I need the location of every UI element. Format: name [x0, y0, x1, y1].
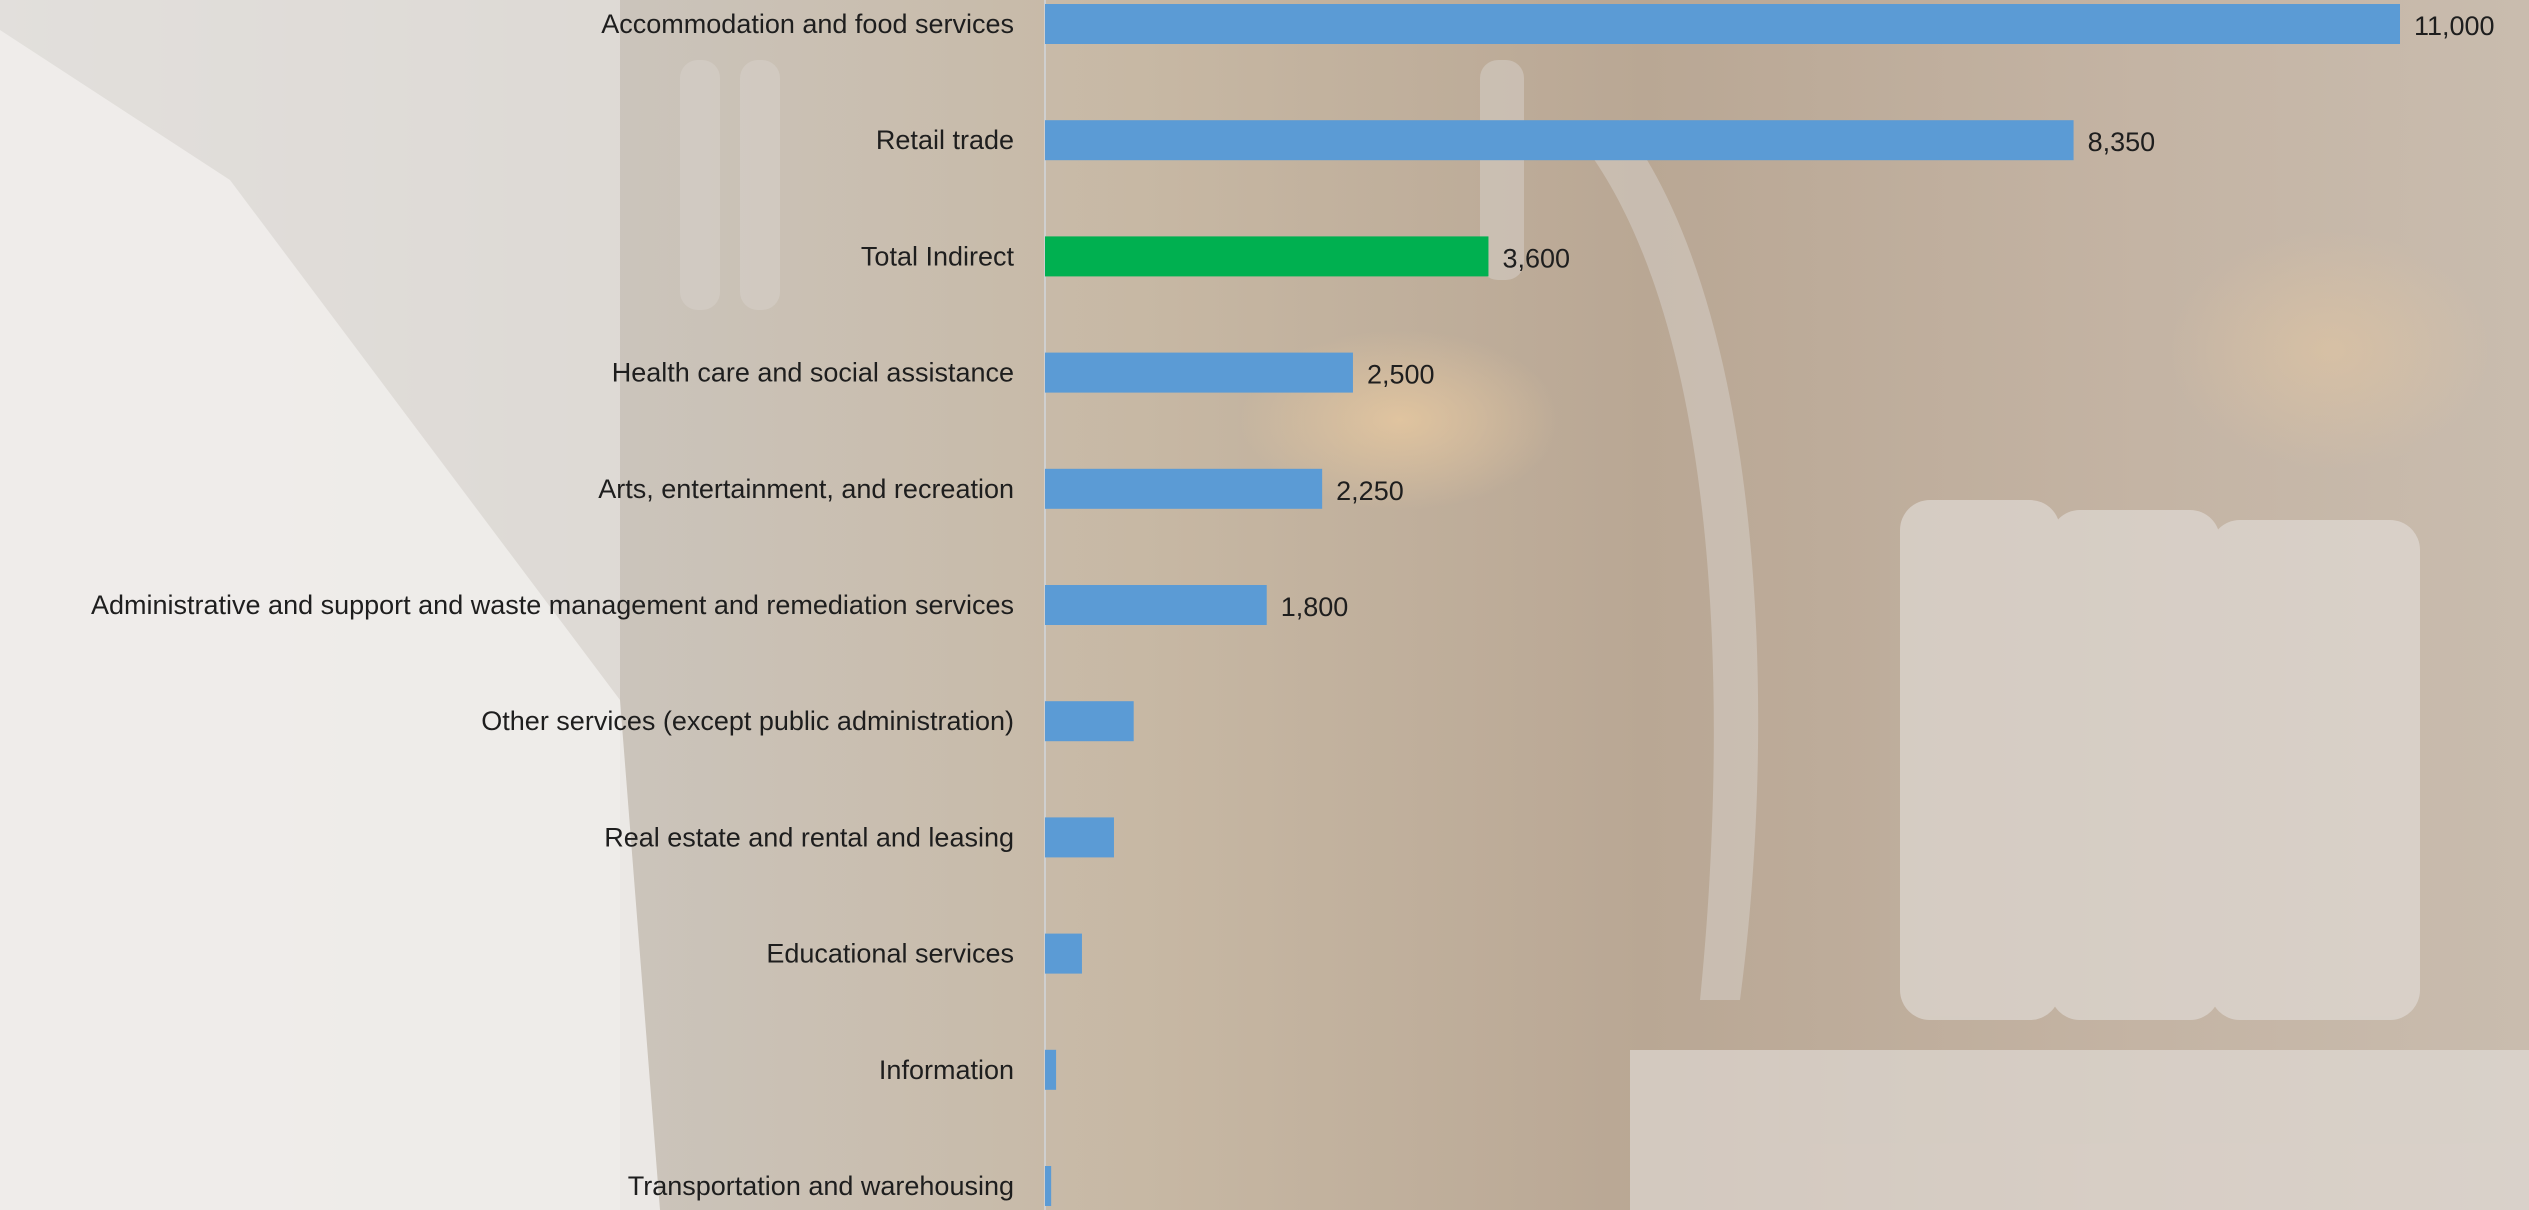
- bar: [1045, 701, 1134, 742]
- category-label: Information: [879, 1055, 1014, 1085]
- bar: [1045, 585, 1267, 625]
- category-label: Administrative and support and waste man…: [91, 590, 1014, 620]
- bar: [1045, 236, 1489, 277]
- data-label: 1,800: [1281, 592, 1349, 622]
- bar: [1045, 1049, 1057, 1090]
- bar: [1045, 933, 1082, 974]
- category-label: Health care and social assistance: [612, 358, 1014, 388]
- data-label: 2,250: [1336, 476, 1404, 506]
- category-label: Other services (except public administra…: [481, 706, 1014, 736]
- data-label: 11,000: [2414, 11, 2495, 41]
- bar: [1045, 1166, 1052, 1206]
- category-label: Real estate and rental and leasing: [604, 822, 1014, 852]
- bar: [1045, 468, 1323, 509]
- category-label: Accommodation and food services: [601, 9, 1014, 39]
- category-label: Transportation and warehousing: [628, 1171, 1014, 1201]
- category-label: Retail trade: [876, 125, 1014, 155]
- bar: [1045, 817, 1114, 858]
- data-label: 2,500: [1367, 360, 1435, 390]
- bar: [1045, 4, 2400, 44]
- data-label: 3,600: [1502, 243, 1570, 273]
- category-label: Arts, entertainment, and recreation: [598, 474, 1014, 504]
- category-label: Educational services: [766, 939, 1014, 969]
- bar: [1045, 352, 1353, 393]
- data-label: 8,350: [2088, 127, 2156, 157]
- category-label: Total Indirect: [861, 241, 1015, 271]
- bar: [1045, 120, 2074, 161]
